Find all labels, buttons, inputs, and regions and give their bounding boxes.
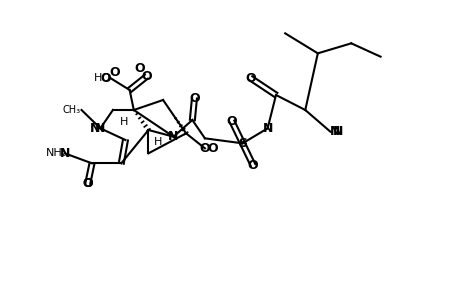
Text: H: H [154,137,162,147]
Text: CH₃: CH₃ [62,105,80,115]
Text: HO: HO [94,73,111,83]
Text: O: O [109,65,120,79]
Text: N: N [95,122,105,135]
Text: O: O [247,158,258,172]
Text: NH₂: NH₂ [46,148,67,158]
Text: O: O [82,177,93,190]
Text: O: O [100,72,111,85]
Text: H: H [119,117,128,127]
Text: O: O [82,177,93,190]
Text: N: N [332,125,343,138]
Text: N: N [60,147,70,160]
Text: N: N [330,125,340,138]
Text: N: N [262,122,272,135]
Text: O: O [189,92,199,105]
Text: O: O [207,142,218,155]
Text: O: O [141,70,151,83]
Text: O: O [199,142,210,155]
Text: O: O [245,72,256,85]
Text: O: O [134,61,145,74]
Text: S: S [237,137,246,150]
Text: N: N [90,122,101,135]
Text: N: N [168,130,179,143]
Text: O: O [226,115,237,128]
